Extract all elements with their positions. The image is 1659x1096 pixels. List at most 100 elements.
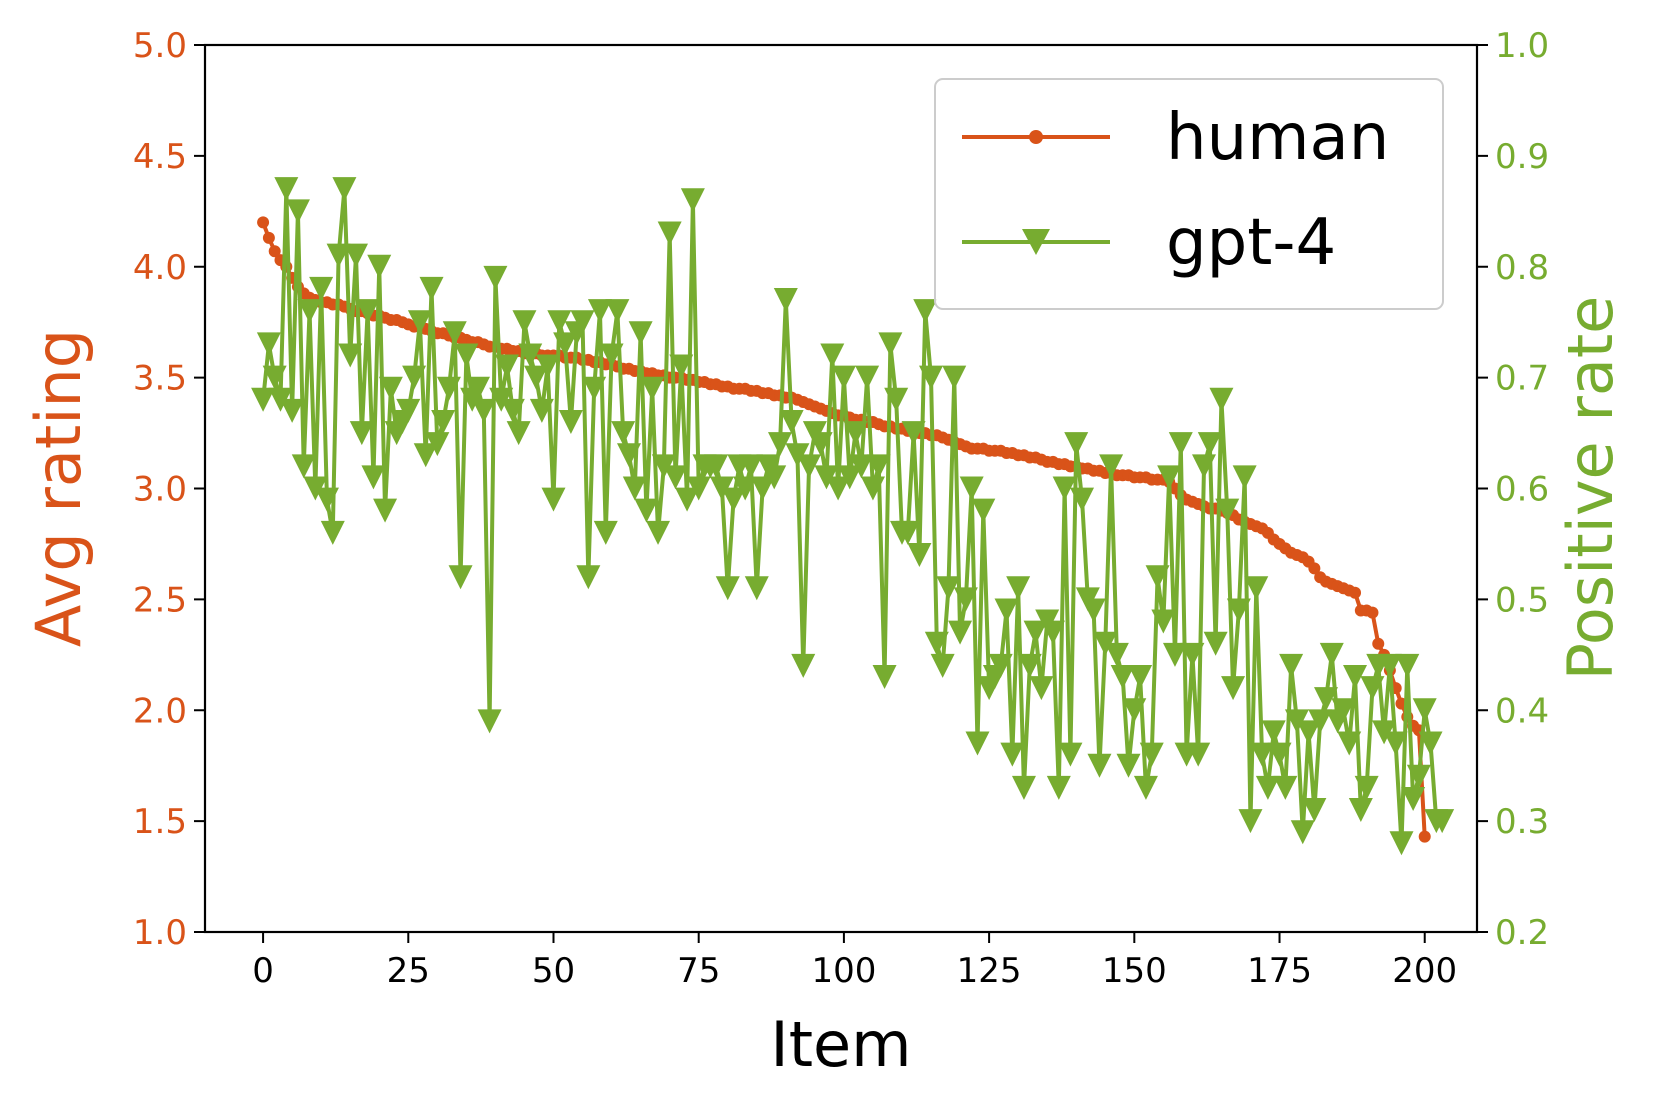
data-point-gpt-4 — [425, 432, 450, 457]
data-point-gpt-4 — [820, 343, 845, 368]
data-point-gpt-4 — [831, 365, 856, 390]
data-point-gpt-4 — [1058, 742, 1083, 767]
data-point-gpt-4 — [1162, 642, 1187, 667]
data-point-human — [268, 245, 281, 258]
data-point-gpt-4 — [1023, 620, 1048, 645]
data-point-gpt-4 — [396, 398, 421, 423]
data-point-gpt-4 — [320, 520, 345, 545]
x-tick-label: 50 — [532, 951, 575, 991]
data-point-gpt-4 — [570, 310, 595, 335]
data-point-gpt-4 — [1087, 753, 1112, 778]
data-point-gpt-4 — [1145, 565, 1170, 590]
data-point-gpt-4 — [959, 476, 984, 501]
data-point-gpt-4 — [680, 188, 705, 213]
data-point-gpt-4 — [436, 376, 461, 401]
data-point-gpt-4 — [1128, 664, 1153, 689]
data-point-gpt-4 — [924, 631, 949, 656]
x-tick-label: 200 — [1392, 951, 1457, 991]
data-point-gpt-4 — [1279, 653, 1304, 678]
data-point-gpt-4 — [605, 299, 630, 324]
data-point-gpt-4 — [1046, 775, 1071, 800]
y-left-tick-label: 3.0 — [133, 470, 187, 510]
data-point-gpt-4 — [268, 387, 293, 412]
data-point-gpt-4 — [338, 343, 363, 368]
legend-gpt4-marker — [1022, 229, 1050, 255]
data-point-gpt-4 — [657, 221, 682, 246]
data-point-gpt-4 — [349, 421, 374, 446]
data-point-gpt-4 — [587, 299, 612, 324]
data-point-gpt-4 — [454, 343, 479, 368]
data-point-gpt-4 — [762, 465, 787, 490]
x-tick-label: 100 — [811, 951, 876, 991]
data-point-human — [1366, 606, 1379, 619]
data-point-gpt-4 — [1343, 664, 1368, 689]
y-left-tick-label: 5.0 — [133, 26, 187, 66]
data-point-human — [1349, 586, 1362, 599]
data-point-gpt-4 — [733, 476, 758, 501]
data-point-gpt-4 — [1041, 620, 1065, 645]
data-point-gpt-4 — [750, 476, 775, 501]
data-point-gpt-4 — [948, 620, 973, 645]
y-axis-left: 1.0 1.5 2.0 2.5 3.0 3.5 4.0 4.5 5.0 — [133, 26, 205, 953]
data-point-gpt-4 — [419, 276, 444, 301]
y-axis-left-label: Avg rating — [22, 329, 95, 647]
data-point-gpt-4 — [1133, 775, 1158, 800]
x-axis: 0 25 50 75 100 125 150 175 200 — [252, 932, 1457, 991]
data-point-gpt-4 — [849, 454, 874, 479]
data-point-gpt-4 — [402, 365, 427, 390]
y-left-tick-label: 3.5 — [133, 359, 187, 399]
y-axis-right: 0.2 0.3 0.4 0.5 0.6 0.7 0.8 0.9 1.0 — [1477, 26, 1549, 953]
data-point-gpt-4 — [367, 254, 392, 279]
y-right-tick-label: 0.4 — [1495, 691, 1549, 731]
legend-human-marker — [1029, 130, 1043, 144]
data-point-gpt-4 — [1290, 820, 1315, 845]
data-point-gpt-4 — [280, 398, 305, 423]
data-point-human — [262, 231, 275, 244]
data-point-gpt-4 — [1389, 831, 1414, 856]
data-point-human — [257, 216, 270, 229]
data-point-gpt-4 — [1011, 775, 1036, 800]
data-point-gpt-4 — [448, 565, 473, 590]
data-point-gpt-4 — [872, 664, 897, 689]
data-point-gpt-4 — [611, 421, 636, 446]
data-point-gpt-4 — [1006, 576, 1031, 601]
data-point-gpt-4 — [291, 454, 316, 479]
data-point-gpt-4 — [303, 476, 328, 501]
data-point-gpt-4 — [1238, 809, 1263, 834]
data-point-gpt-4 — [721, 487, 746, 512]
data-point-gpt-4 — [651, 454, 676, 479]
data-point-gpt-4 — [285, 199, 310, 224]
data-point-gpt-4 — [489, 387, 514, 412]
data-point-gpt-4 — [1255, 775, 1280, 800]
data-point-gpt-4 — [797, 454, 822, 479]
data-point-gpt-4 — [1232, 465, 1257, 490]
data-point-gpt-4 — [1331, 698, 1356, 723]
data-point-gpt-4 — [1215, 498, 1240, 523]
data-point-gpt-4 — [1104, 642, 1129, 667]
data-point-human — [1372, 637, 1385, 650]
data-point-gpt-4 — [1151, 609, 1176, 634]
data-point-gpt-4 — [274, 177, 299, 202]
data-point-gpt-4 — [768, 432, 793, 457]
y-right-tick-label: 0.3 — [1495, 802, 1549, 842]
data-point-gpt-4 — [866, 454, 891, 479]
data-point-gpt-4 — [663, 465, 688, 490]
data-point-gpt-4 — [483, 265, 508, 290]
y-left-tick-label: 2.0 — [133, 691, 187, 731]
data-point-gpt-4 — [407, 310, 432, 335]
data-point-gpt-4 — [855, 365, 880, 390]
data-point-gpt-4 — [541, 487, 566, 512]
data-point-gpt-4 — [373, 498, 398, 523]
data-point-gpt-4 — [1412, 698, 1437, 723]
data-point-gpt-4 — [1430, 809, 1455, 834]
data-point-gpt-4 — [965, 731, 990, 756]
data-point-gpt-4 — [1139, 742, 1164, 767]
data-point-gpt-4 — [1052, 476, 1077, 501]
data-point-gpt-4 — [1000, 742, 1025, 767]
data-point-gpt-4 — [332, 177, 357, 202]
data-point-gpt-4 — [878, 332, 903, 357]
data-point-gpt-4 — [547, 310, 572, 335]
data-point-gpt-4 — [535, 354, 560, 379]
data-point-gpt-4 — [355, 299, 380, 324]
x-tick-label: 150 — [1102, 951, 1167, 991]
